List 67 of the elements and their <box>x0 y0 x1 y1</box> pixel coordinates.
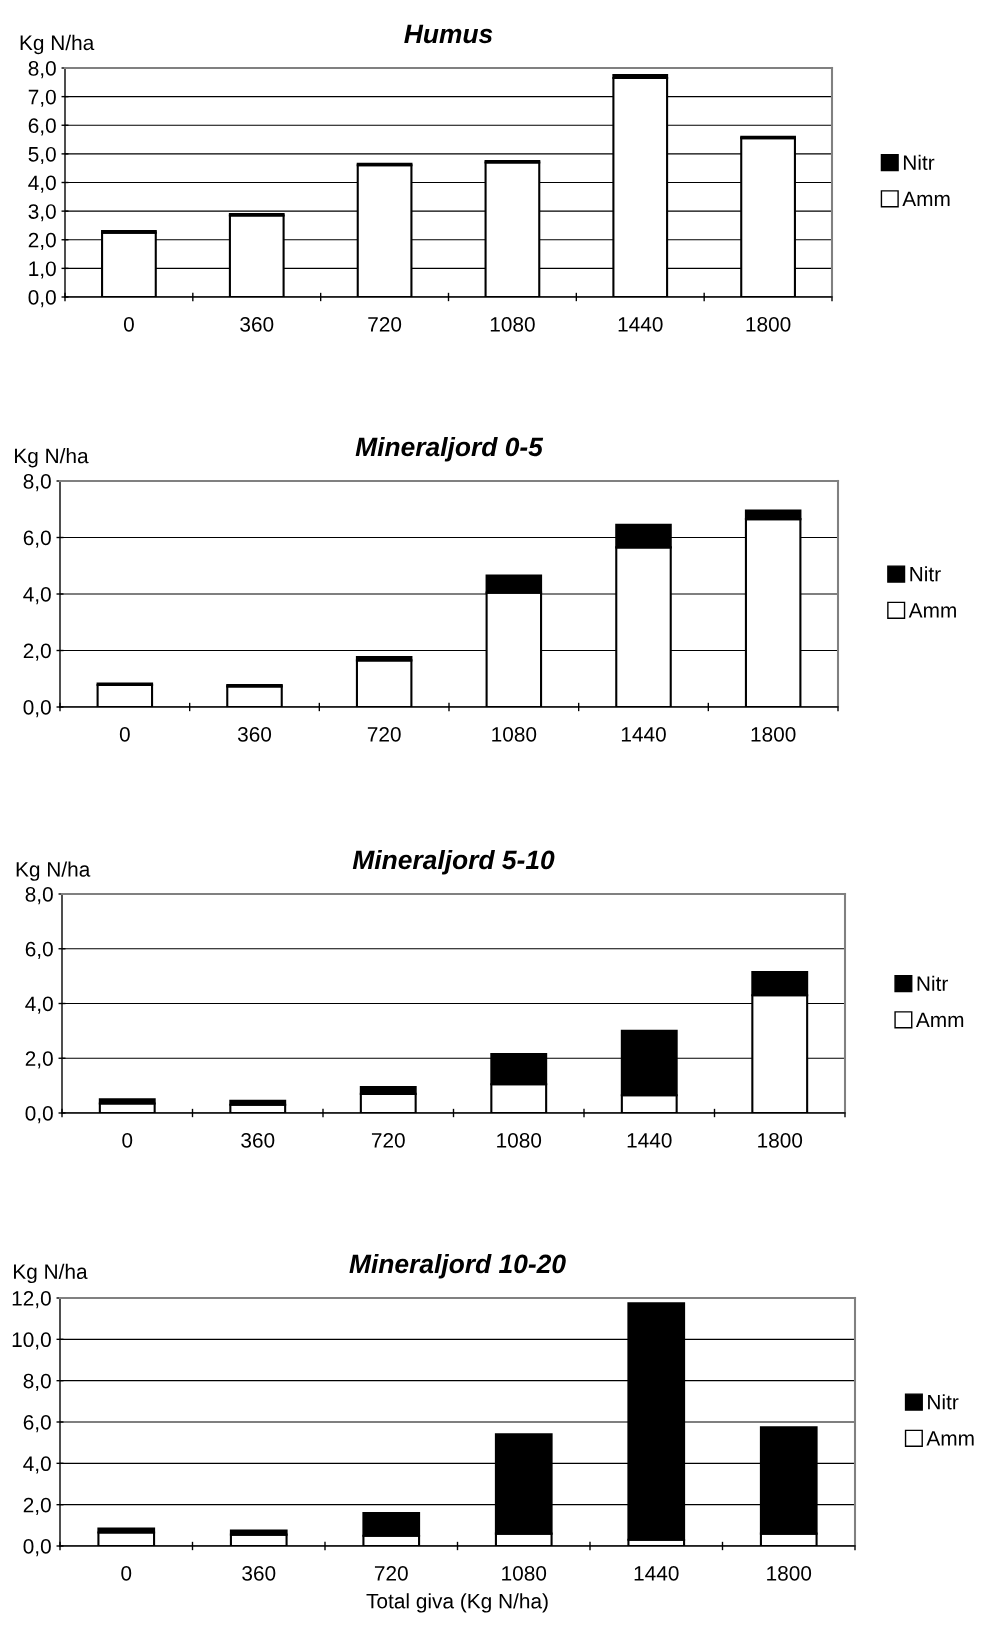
x-tick-label: 720 <box>368 316 402 332</box>
y-tick-label: 4,0 <box>28 175 56 193</box>
y-axis-title: Kg N/ha <box>20 34 95 55</box>
x-tick-label: 0 <box>123 316 134 332</box>
chart-title: Mineraljord 5-10 <box>352 849 555 875</box>
y-tick-label: 4,0 <box>23 587 51 605</box>
x-tick-label: 720 <box>374 1565 408 1581</box>
y-tick-label: 2,0 <box>25 1051 53 1069</box>
chart-title: Mineraljord 0-5 <box>355 436 544 462</box>
x-tick-label: 1440 <box>618 316 663 332</box>
x-tick-label: 1800 <box>767 1565 812 1581</box>
legend-label: Nitr <box>910 566 941 582</box>
y-tick-label: 10,0 <box>12 1332 51 1350</box>
legend-label: Nitr <box>928 1394 959 1410</box>
x-tick-label: 1800 <box>746 316 791 332</box>
y-tick-label: 5,0 <box>28 146 56 165</box>
x-tick-label: 1800 <box>758 1132 803 1148</box>
legend-label: Nitr <box>917 975 948 992</box>
y-tick-label: 8,0 <box>23 474 51 492</box>
x-tick-label: 1080 <box>497 1132 542 1148</box>
y-tick-label: 0,0 <box>28 290 56 308</box>
y-tick-label: 12,0 <box>12 1291 51 1309</box>
x-tick-label: 360 <box>241 1132 275 1148</box>
y-tick-label: 6,0 <box>28 118 56 136</box>
x-tick-label: 1080 <box>490 316 535 332</box>
y-axis-title: Kg N/ha <box>15 448 89 468</box>
x-tick-label: 1440 <box>621 726 666 742</box>
x-tick-label: 1080 <box>492 726 537 742</box>
x-tick-label: 720 <box>371 1132 405 1148</box>
y-tick-label: 6,0 <box>23 530 51 548</box>
x-tick-label: 720 <box>367 726 401 742</box>
y-tick-label: 4,0 <box>25 996 53 1014</box>
legend-label: Amm <box>915 1012 964 1028</box>
x-tick-label: 1080 <box>502 1565 547 1581</box>
y-tick-label: 7,0 <box>28 89 56 107</box>
y-tick-label: 0,0 <box>23 1539 51 1557</box>
y-tick-label: 4,0 <box>23 1456 51 1474</box>
x-tick-label: 360 <box>240 316 274 332</box>
legend-label: Amm <box>902 191 950 207</box>
x-tick-label: 0 <box>122 1132 133 1148</box>
y-tick-label: 3,0 <box>28 204 56 222</box>
y-tick-label: 2,0 <box>23 643 51 661</box>
y-tick-label: 0,0 <box>23 700 51 718</box>
x-tick-label: 0 <box>119 726 130 742</box>
x-tick-label: 0 <box>121 1565 132 1581</box>
y-tick-label: 6,0 <box>25 941 53 959</box>
legend-label: Nitr <box>903 154 935 171</box>
x-tick-label: 360 <box>237 726 272 742</box>
y-tick-label: 2,0 <box>23 1497 51 1515</box>
y-tick-label: 1,0 <box>29 261 56 279</box>
chart-title: Humus <box>404 24 493 44</box>
y-tick-label: 8,0 <box>28 61 56 79</box>
x-tick-label: 1800 <box>751 726 796 742</box>
y-axis-title: Kg N/ha <box>16 861 91 881</box>
y-tick-label: 6,0 <box>23 1415 51 1433</box>
y-tick-label: 0,0 <box>25 1106 53 1124</box>
legend-label: Amm <box>908 603 956 618</box>
x-axis-title: Total giva (Kg N/ha) <box>366 1593 548 1613</box>
y-tick-label: 8,0 <box>25 887 53 905</box>
y-axis-title: Kg N/ha <box>14 1263 88 1284</box>
x-tick-label: 360 <box>242 1565 276 1581</box>
y-tick-label: 2,0 <box>28 232 56 250</box>
x-tick-label: 1440 <box>627 1132 672 1148</box>
legend-label: Amm <box>926 1431 974 1446</box>
chart-title: Mineraljord 10-20 <box>349 1253 566 1279</box>
y-tick-label: 8,0 <box>23 1373 51 1391</box>
x-tick-label: 1440 <box>634 1565 679 1581</box>
